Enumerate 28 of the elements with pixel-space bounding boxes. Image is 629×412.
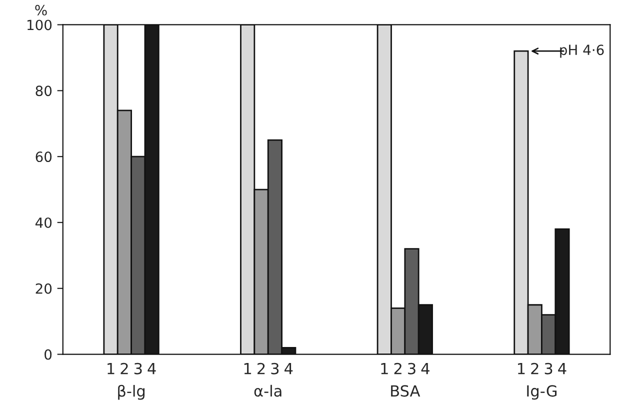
- y-tick-label: 20: [36, 283, 52, 294]
- y-tick-label: 0: [44, 349, 52, 360]
- x-tick-label: α-la: [254, 384, 282, 397]
- text: 3: [544, 362, 552, 374]
- y-tick-label: 60: [36, 152, 52, 162]
- text: 3: [271, 362, 279, 374]
- y-tick-label: 40: [35, 217, 52, 228]
- text: 2: [258, 362, 265, 374]
- series-label: 1: [108, 363, 114, 374]
- text: 2: [531, 362, 538, 374]
- x-tick-label: BSA: [391, 385, 420, 397]
- text: 4: [284, 363, 293, 374]
- y-tick-label: 80: [36, 86, 52, 96]
- x-tick-label: Ig-G: [527, 385, 557, 400]
- x-tick-label: β-lg: [118, 384, 145, 400]
- y-tick-label: 100: [28, 20, 52, 30]
- text: 3: [408, 362, 416, 374]
- y-axis-title: %: [35, 4, 47, 16]
- series-label: 4: [148, 363, 156, 374]
- text: 4: [421, 363, 430, 374]
- text: 2: [394, 362, 402, 374]
- annotation: pH 4·6: [560, 44, 604, 58]
- text: 1: [381, 363, 388, 374]
- series-label: 3: [134, 362, 142, 374]
- series-label: 2: [120, 362, 128, 374]
- text: 1: [518, 363, 525, 374]
- text: 1: [244, 363, 252, 374]
- text: 4: [558, 363, 566, 374]
